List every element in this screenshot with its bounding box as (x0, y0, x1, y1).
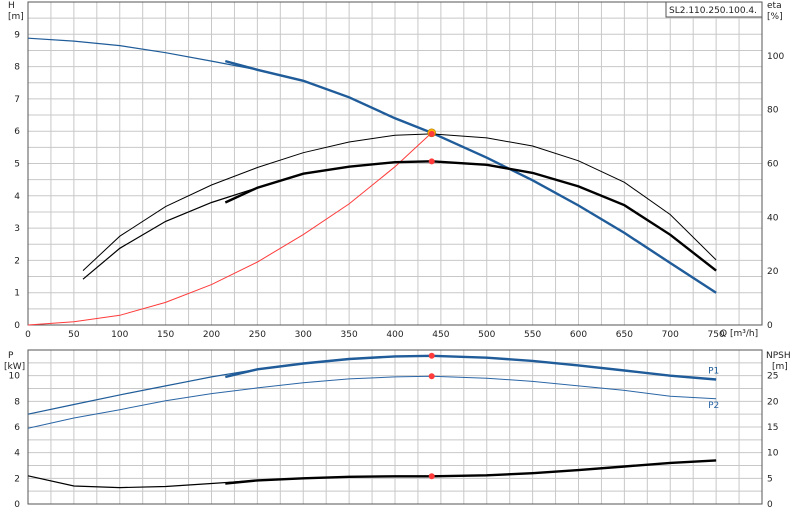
lower-left-tick-label: 6 (14, 423, 20, 433)
series-P1-duty-segment (225, 354, 717, 381)
upper-left-tick-label: 6 (14, 127, 20, 137)
lower-left-tick-label: 0 (14, 500, 20, 510)
p-axis-label-line2: [kW] (4, 362, 25, 372)
upper-right-tick-label: 0 (767, 321, 773, 331)
upper-left-tick-label: 1 (14, 289, 20, 299)
upper-right-tick-label: 60 (767, 160, 779, 170)
operating-point-marker (428, 473, 435, 480)
upper-right-tick-label: 20 (767, 267, 779, 277)
lower-left-tick-label: 4 (14, 449, 20, 459)
upper-left-tick-label: 5 (14, 160, 20, 170)
upper-chart: 0 1 2 3 4 5 6 7 8 9 0 20 40 60 80 100 0 50 100 150 200 250 300… (8, 1, 784, 340)
lower-left-tick-label: 8 (14, 397, 20, 407)
upper-x-tick-label: 400 (386, 330, 403, 340)
upper-x-tick-label: 200 (203, 330, 220, 340)
upper-x-tick-label: 100 (111, 330, 128, 340)
upper-right-tick-label: 100 (767, 52, 784, 62)
lower-left-tick-label: 10 (9, 372, 21, 382)
upper-x-tick-label: 150 (157, 330, 174, 340)
lower-chart: P1 P2 0 2 4 6 8 10 0 5 10 15 20 25 P [kW] NPSH [m] (4, 349, 791, 510)
series-eta_upper-line (82, 133, 717, 271)
upper-x-tick-label: 750 (708, 330, 725, 340)
lower-right-tick-label: 10 (767, 449, 779, 459)
upper-left-tick-label: 0 (14, 321, 20, 331)
q-axis-label: Q [m³/h] (720, 329, 758, 339)
upper-x-tick-label: 450 (432, 330, 449, 340)
series-P2-line (27, 375, 717, 429)
series-eta_lower-line (82, 160, 717, 280)
npsh-axis-label-line1: NPSH (766, 351, 791, 361)
lower-right-tick-label: 0 (767, 500, 773, 510)
p-axis-label-line1: P (8, 351, 14, 361)
upper-right-tick-label: 40 (767, 213, 779, 223)
upper-left-tick-label: 9 (14, 30, 20, 40)
upper-x-tick-label: 550 (524, 330, 541, 340)
series-H-duty-segment (224, 59, 717, 294)
upper-x-tick-label: 700 (662, 330, 679, 340)
operating-point-marker (428, 158, 435, 165)
upper-tick-labels: 0 1 2 3 4 5 6 7 8 9 0 20 40 60 80 100 0 50 100 150 200 250 300… (14, 30, 784, 340)
upper-x-tick-label: 650 (616, 330, 633, 340)
upper-left-tick-label: 4 (14, 192, 20, 202)
upper-left-tick-label: 2 (14, 256, 20, 266)
lower-right-tick-label: 25 (767, 372, 778, 382)
series-P1-label: P1 (708, 367, 719, 377)
upper-x-tick-label: 0 (25, 330, 31, 340)
upper-x-tick-label: 600 (570, 330, 587, 340)
lower-right-tick-label: 20 (767, 397, 779, 407)
upper-grid (27, 1, 763, 326)
model-label: SL2.110.250.100.4. (669, 6, 757, 16)
lower-plot-area: P1 P2 (27, 352, 719, 489)
series-system_curve-line (27, 132, 433, 326)
series-P2-label: P2 (708, 401, 719, 411)
upper-plot-frame (27, 1, 763, 326)
upper-plot-area (27, 37, 717, 326)
lower-left-tick-label: 2 (14, 474, 20, 484)
lower-grid (27, 349, 763, 505)
upper-left-tick-label: 7 (14, 95, 20, 105)
lower-plot-frame (27, 349, 763, 505)
operating-point-marker (428, 373, 435, 380)
eta-axis-label-line1: eta (767, 1, 782, 11)
upper-x-tick-label: 50 (68, 330, 80, 340)
h-axis-label-line2: [m] (8, 12, 24, 22)
npsh-axis-label-line2: [m] (772, 362, 788, 372)
upper-x-tick-label: 500 (478, 330, 495, 340)
upper-left-tick-label: 3 (14, 224, 20, 234)
lower-tick-labels: 0 2 4 6 8 10 0 5 10 15 20 25 (9, 372, 779, 510)
series-NPSH-duty-segment (225, 459, 717, 485)
upper-x-tick-label: 300 (295, 330, 312, 340)
operating-point-marker (428, 130, 435, 137)
upper-right-tick-label: 80 (767, 106, 779, 116)
upper-x-tick-label: 250 (249, 330, 266, 340)
eta-axis-label-line2: [%] (767, 12, 783, 22)
lower-right-tick-label: 5 (767, 474, 773, 484)
upper-left-tick-label: 8 (14, 63, 20, 73)
operating-point-marker (428, 352, 435, 359)
lower-right-tick-label: 15 (767, 423, 778, 433)
h-axis-label-line1: H (8, 1, 15, 11)
series-eta_lower-duty-segment (224, 160, 717, 272)
model-label-box (665, 1, 763, 18)
upper-x-tick-label: 350 (341, 330, 358, 340)
